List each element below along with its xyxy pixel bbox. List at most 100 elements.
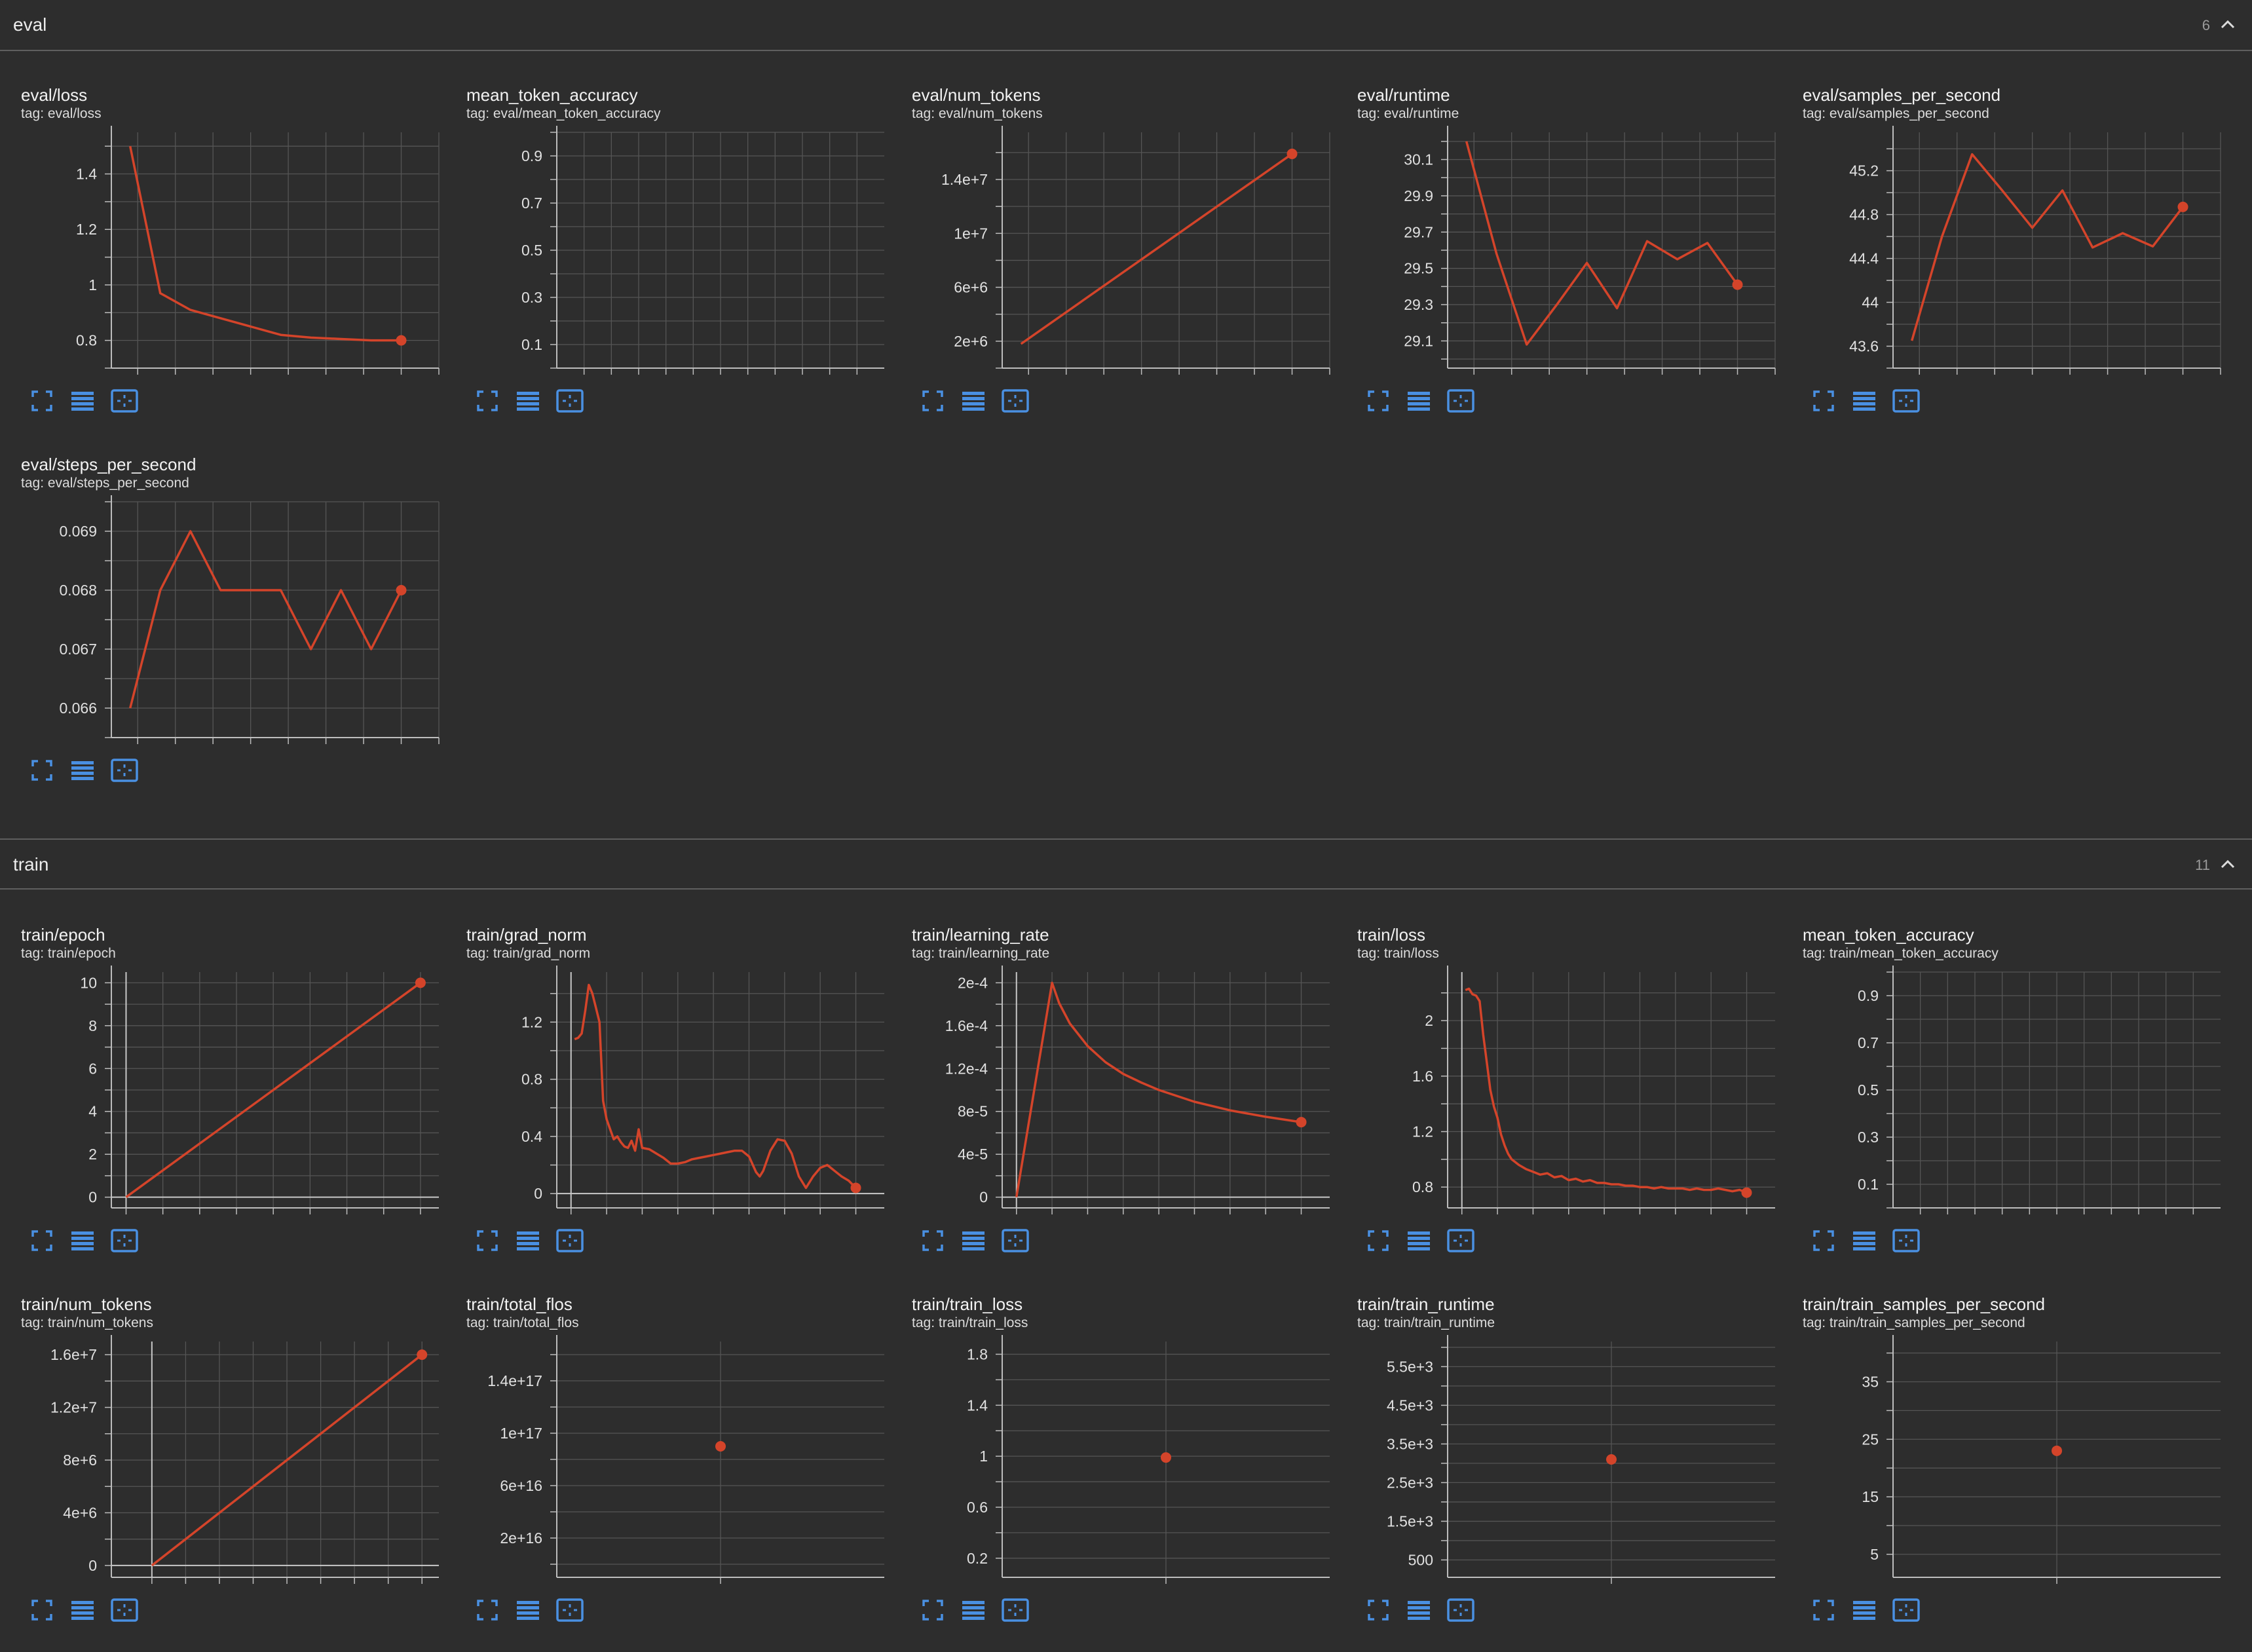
fit-domain-icon[interactable] <box>555 1597 584 1623</box>
data-table-icon[interactable] <box>960 1228 986 1254</box>
table-row-bar <box>1408 402 1430 405</box>
data-point[interactable] <box>1286 148 1298 159</box>
data-point[interactable] <box>1732 279 1743 290</box>
data-point[interactable] <box>417 1349 428 1361</box>
fit-domain-icon[interactable] <box>555 1228 584 1254</box>
data-table-icon[interactable] <box>1851 1228 1877 1254</box>
fullscreen-icon[interactable] <box>920 388 946 414</box>
x-tick-label: 30 <box>1560 1223 1577 1226</box>
data-point[interactable] <box>850 1182 861 1193</box>
x-tick-label: 50 <box>1171 383 1188 386</box>
data-table-icon[interactable] <box>69 1597 96 1623</box>
chevron-up-icon[interactable] <box>2221 859 2235 869</box>
line-chart[interactable]: 0.1 0.3 0.5 0.7 0.9 <box>445 72 891 386</box>
fullscreen-icon[interactable] <box>29 1228 55 1254</box>
data-point[interactable] <box>1741 1187 1752 1198</box>
data-table-icon[interactable] <box>515 1228 541 1254</box>
fullscreen-icon[interactable] <box>29 1597 55 1623</box>
data-point[interactable] <box>715 1441 726 1452</box>
line-chart[interactable]: 0 4e+6 8e+6 1.2e+7 1.6e+7 0 10 20 30 40 50 60 70 80 <box>0 1281 445 1596</box>
data-point[interactable] <box>2052 1445 2062 1456</box>
data-table-icon[interactable] <box>69 1228 96 1254</box>
fullscreen-icon[interactable] <box>920 1597 946 1623</box>
fit-domain-frame <box>111 759 138 782</box>
fit-domain-icon[interactable] <box>1892 1597 1921 1623</box>
y-tick-label: 500 <box>1408 1551 1433 1568</box>
group-header-train[interactable]: train 11 <box>0 838 2252 890</box>
data-point[interactable] <box>415 977 426 988</box>
table-row-bar <box>71 1247 94 1250</box>
data-table-icon[interactable] <box>1406 1597 1432 1623</box>
data-point[interactable] <box>396 585 407 595</box>
fit-domain-icon[interactable] <box>1446 1228 1475 1254</box>
line-chart[interactable]: 0 2 4 6 8 10 0 10 20 30 40 50 60 70 80 <box>0 912 445 1226</box>
fit-domain-marks <box>1899 1604 1913 1616</box>
chart-card-train-grad-norm: train/grad_norm tag: train/grad_norm 0 0.4 0… <box>445 912 891 1279</box>
data-table-icon[interactable] <box>960 388 986 414</box>
fit-domain-icon[interactable] <box>1001 388 1030 414</box>
data-point[interactable] <box>1296 1117 1307 1128</box>
data-point[interactable] <box>1161 1452 1171 1463</box>
line-chart[interactable]: 0.81.21.6201020304050607080 <box>1336 912 1782 1226</box>
fit-domain-icon[interactable] <box>110 388 139 414</box>
fullscreen-icon[interactable] <box>474 388 500 414</box>
fit-domain-icon[interactable] <box>555 388 584 414</box>
x-tick-label: 80 <box>1157 1592 1174 1596</box>
data-table-icon[interactable] <box>1851 1597 1877 1623</box>
data-table-icon[interactable] <box>1406 388 1432 414</box>
line-chart[interactable]: 43.6 44 44.4 44.8 45.2 10 20 30 40 50 60 70 80 <box>1782 72 2227 386</box>
fullscreen-icon[interactable] <box>29 388 55 414</box>
fit-domain-icon[interactable] <box>1446 1597 1475 1623</box>
fit-domain-icon[interactable] <box>110 1597 139 1623</box>
data-point[interactable] <box>2177 201 2188 212</box>
fit-domain-icon[interactable] <box>110 1228 139 1254</box>
fit-domain-icon[interactable] <box>1892 1228 1921 1254</box>
fullscreen-icon[interactable] <box>1365 1228 1391 1254</box>
fullscreen-icon[interactable] <box>1811 1597 1837 1623</box>
chevron-up-icon[interactable] <box>2221 20 2235 29</box>
y-tick-label: 29.1 <box>1404 332 1433 349</box>
line-chart[interactable]: 0.2 0.6 1 1.4 1.8 80 <box>891 1281 1336 1596</box>
fullscreen-icon[interactable] <box>1365 388 1391 414</box>
fullscreen-icon[interactable] <box>29 757 55 783</box>
fullscreen-icon[interactable] <box>474 1597 500 1623</box>
chart-tag: tag: eval/runtime <box>1357 106 1459 121</box>
data-table-icon[interactable] <box>515 1597 541 1623</box>
data-table-icon[interactable] <box>69 757 96 783</box>
fit-domain-icon[interactable] <box>1001 1228 1030 1254</box>
x-tick-label: 20 <box>167 753 184 756</box>
fullscreen-icon[interactable] <box>1811 388 1837 414</box>
fit-domain-icon[interactable] <box>1001 1597 1030 1623</box>
data-table-icon[interactable] <box>960 1597 986 1623</box>
fullscreen-icon[interactable] <box>920 1228 946 1254</box>
fit-domain-icon[interactable] <box>1892 388 1921 414</box>
data-table-icon[interactable] <box>1851 388 1877 414</box>
data-point[interactable] <box>1606 1454 1617 1465</box>
data-table-icon[interactable] <box>1406 1228 1432 1254</box>
group-header-eval[interactable]: eval 6 <box>0 0 2252 51</box>
line-chart[interactable]: 2e+16 6e+16 1e+17 1.4e+17 80 <box>445 1281 891 1596</box>
x-tick-label: 60 <box>1209 383 1226 386</box>
data-point[interactable] <box>396 335 407 346</box>
chart-title: train/train_samples_per_second <box>1803 1294 2045 1314</box>
line-chart[interactable]: 5 15 25 35 80 <box>1782 1281 2227 1596</box>
line-chart[interactable]: 2e+6 6e+6 1e+7 1.4e+7 10 20 30 40 50 60 70 80 <box>891 72 1336 386</box>
data-table-icon[interactable] <box>515 388 541 414</box>
fullscreen-icon[interactable] <box>1811 1228 1837 1254</box>
data-table-icon[interactable] <box>69 388 96 414</box>
line-chart[interactable]: 0.066 0.067 0.068 0.069 10 20 30 40 50 60 70 80 <box>0 441 445 756</box>
y-tick-label: 0.069 <box>59 523 97 540</box>
fullscreen-icon[interactable] <box>1365 1597 1391 1623</box>
fit-domain-icon[interactable] <box>110 757 139 783</box>
line-chart[interactable]: 29.1 29.3 29.5 29.7 29.9 30.1 10 20 30 40 50 60 70 80 <box>1336 72 1782 386</box>
line-chart[interactable]: 0.8 1 1.2 1.4 10 20 30 40 50 60 70 80 <box>0 72 445 386</box>
x-tick-label: 80 <box>1284 383 1301 386</box>
fit-domain-marks <box>1008 395 1023 407</box>
line-chart[interactable]: 0 0.4 0.8 1.2 0 10 20 30 40 50 60 70 80 <box>445 912 891 1226</box>
fullscreen-icon[interactable] <box>474 1228 500 1254</box>
fit-domain-marks <box>1454 395 1468 407</box>
line-chart[interactable]: 0.1 0.3 0.5 0.7 0.9 <box>1782 912 2227 1226</box>
line-chart[interactable]: 0 4e-5 8e-5 1.2e-4 1.6e-4 2e-4 0 10 20 30 40 50 60 70… <box>891 912 1336 1226</box>
fit-domain-icon[interactable] <box>1446 388 1475 414</box>
line-chart[interactable]: 500 1.5e+3 2.5e+3 3.5e+3 4.5e+3 5.5e+3 80 <box>1336 1281 1782 1596</box>
